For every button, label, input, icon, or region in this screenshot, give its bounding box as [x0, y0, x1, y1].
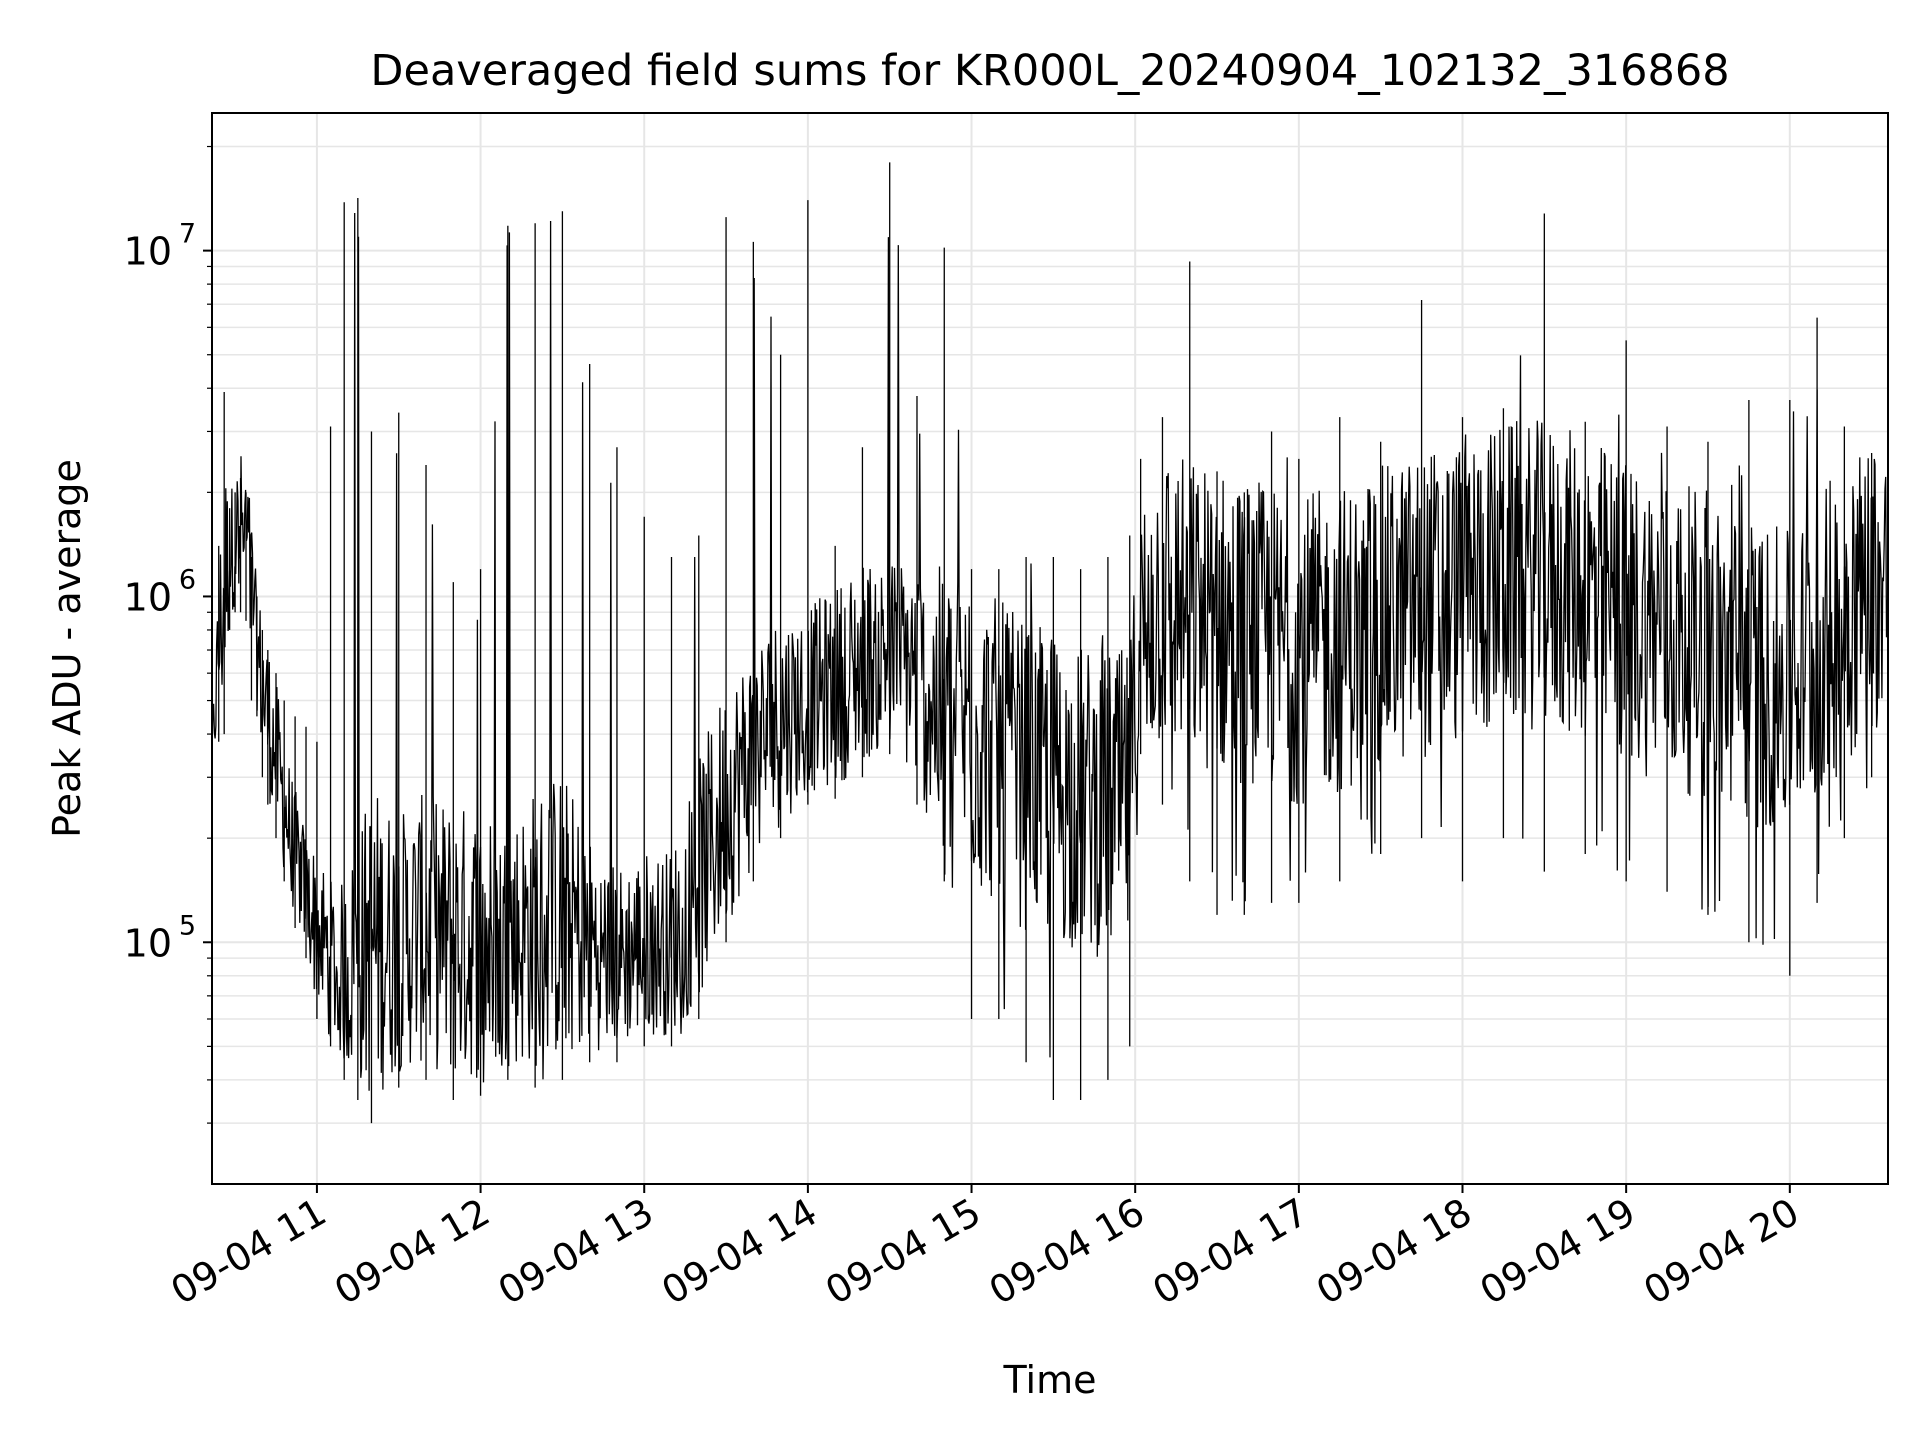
y-tick-label: 10	[124, 575, 172, 619]
x-axis-label: Time	[1003, 1358, 1097, 1402]
y-tick-label: 10	[124, 230, 172, 274]
y-tick-exponent: 7	[179, 219, 196, 250]
y-tick-label: 10	[124, 921, 172, 965]
series-line	[212, 212, 1888, 1091]
series-group	[212, 162, 1888, 1124]
plot-frame	[211, 112, 1889, 1185]
y-tick-exponent: 5	[179, 910, 196, 941]
y-tick-exponent: 6	[179, 564, 196, 595]
y-axis-label: Peak ADU - average	[45, 459, 89, 838]
chart-title: Deaveraged field sums for KR000L_2024090…	[370, 46, 1729, 96]
data-layer	[212, 162, 1888, 1124]
